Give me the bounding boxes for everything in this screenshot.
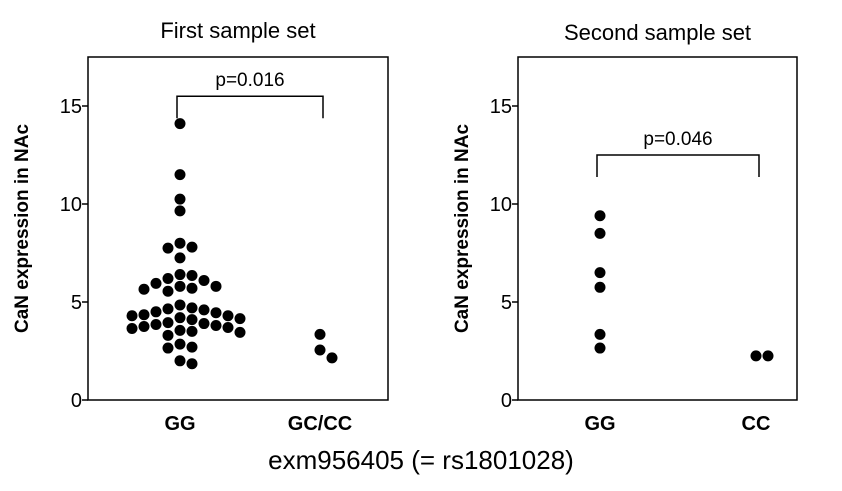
panel-1-data-point xyxy=(174,355,186,367)
panel-1-data-point xyxy=(138,309,150,321)
panel-2-p-value-label: p=0.046 xyxy=(643,129,712,150)
panel-2-data-point xyxy=(762,350,774,362)
panel-1-data-point xyxy=(174,299,186,311)
panel-2-plot-frame xyxy=(517,56,798,401)
panel-1-x-category-label: GC/CC xyxy=(288,413,352,435)
panel-1-data-point xyxy=(326,352,338,364)
panel-2-data-point xyxy=(594,342,606,354)
panel-1-data-point xyxy=(162,342,174,354)
panel-1-data-point xyxy=(174,118,186,130)
panel-1-x-category-label: GG xyxy=(164,413,195,435)
panel-1-data-point xyxy=(126,310,138,322)
panel-2-x-category-label: CC xyxy=(742,413,771,435)
x-axis-caption: exm956405 (= rs1801028) xyxy=(268,445,574,475)
panel-2-title: Second sample set xyxy=(564,20,751,45)
panel-2-data-point xyxy=(750,350,762,362)
panel-2-data-point xyxy=(594,210,606,222)
panel-1-data-point xyxy=(186,358,198,370)
panel-1-data-point xyxy=(186,241,198,253)
panel-1-data-point xyxy=(210,320,222,332)
panel-1-data-point xyxy=(162,272,174,284)
panel-1-data-point xyxy=(234,313,246,325)
panel-1-data-point xyxy=(126,322,138,334)
panel-1-data-point xyxy=(314,328,326,340)
panel-1-y-tick-label: 10 xyxy=(60,194,82,216)
panel-1-data-point xyxy=(174,193,186,205)
panel-1-data-point xyxy=(150,319,162,331)
panel-1-data-point xyxy=(174,269,186,281)
panel-1-y-axis-label: CaN expression in NAc xyxy=(12,124,33,333)
panel-1-data-point xyxy=(186,302,198,314)
panel-1-data-point xyxy=(174,237,186,249)
panel-1-data-point xyxy=(162,303,174,315)
panel-1-data-point xyxy=(138,283,150,295)
panel-1-data-point xyxy=(162,285,174,297)
panel-1-data-point xyxy=(174,252,186,264)
panel-1-data-point xyxy=(150,306,162,318)
panel-1-data-point xyxy=(174,205,186,217)
panel-1-data-point xyxy=(150,277,162,289)
panel-1-data-point xyxy=(186,341,198,353)
panel-1-y-tick-label: 0 xyxy=(71,390,82,412)
panel-2-y-tick-label: 0 xyxy=(501,390,512,412)
panel-1-data-point xyxy=(234,326,246,338)
panel-1-data-point xyxy=(186,314,198,326)
panel-1-data-point xyxy=(186,270,198,282)
panel-1-data-point xyxy=(186,325,198,337)
panel-1-data-point xyxy=(186,282,198,294)
panel-2-data-point xyxy=(594,227,606,239)
panel-1-data-point xyxy=(198,318,210,330)
panel-1-data-point xyxy=(174,280,186,292)
panel-1-y-tick-label: 5 xyxy=(71,292,82,314)
panel-1-data-point xyxy=(198,304,210,316)
panel-1-data-point xyxy=(174,324,186,336)
panel-1-data-point xyxy=(162,242,174,254)
panel-2-x-category-label: GG xyxy=(584,413,615,435)
panel-2-y-tick-label: 5 xyxy=(501,292,512,314)
panel-1-data-point xyxy=(314,344,326,356)
panel-1-data-point xyxy=(174,338,186,350)
panel-2-significance-bracket xyxy=(596,154,760,177)
panel-2-data-point xyxy=(594,267,606,279)
panel-1-data-point xyxy=(198,274,210,286)
panel-1-data-point xyxy=(162,317,174,329)
panel-1-data-point xyxy=(162,329,174,341)
panel-1-data-point xyxy=(174,169,186,181)
panel-1-y-tick-label: 15 xyxy=(60,96,82,118)
panel-1-data-point xyxy=(210,307,222,319)
panel-1-data-point xyxy=(210,280,222,292)
panel-1-title: First sample set xyxy=(160,18,315,43)
panel-1-data-point xyxy=(174,312,186,324)
panel-2-data-point xyxy=(594,328,606,340)
panel-2-y-tick-label: 10 xyxy=(490,194,512,216)
panel-2-data-point xyxy=(594,281,606,293)
panel-1-data-point xyxy=(138,321,150,332)
panel-1-p-value-label: p=0.016 xyxy=(215,70,284,91)
panel-2-y-tick-label: 15 xyxy=(490,96,512,118)
panel-2-y-axis-label: CaN expression in NAc xyxy=(452,124,473,333)
panel-1-plot-frame xyxy=(87,56,389,401)
panel-1-significance-bracket xyxy=(176,95,324,119)
panel-1-data-point xyxy=(222,310,234,322)
panel-1-data-point xyxy=(222,321,234,333)
